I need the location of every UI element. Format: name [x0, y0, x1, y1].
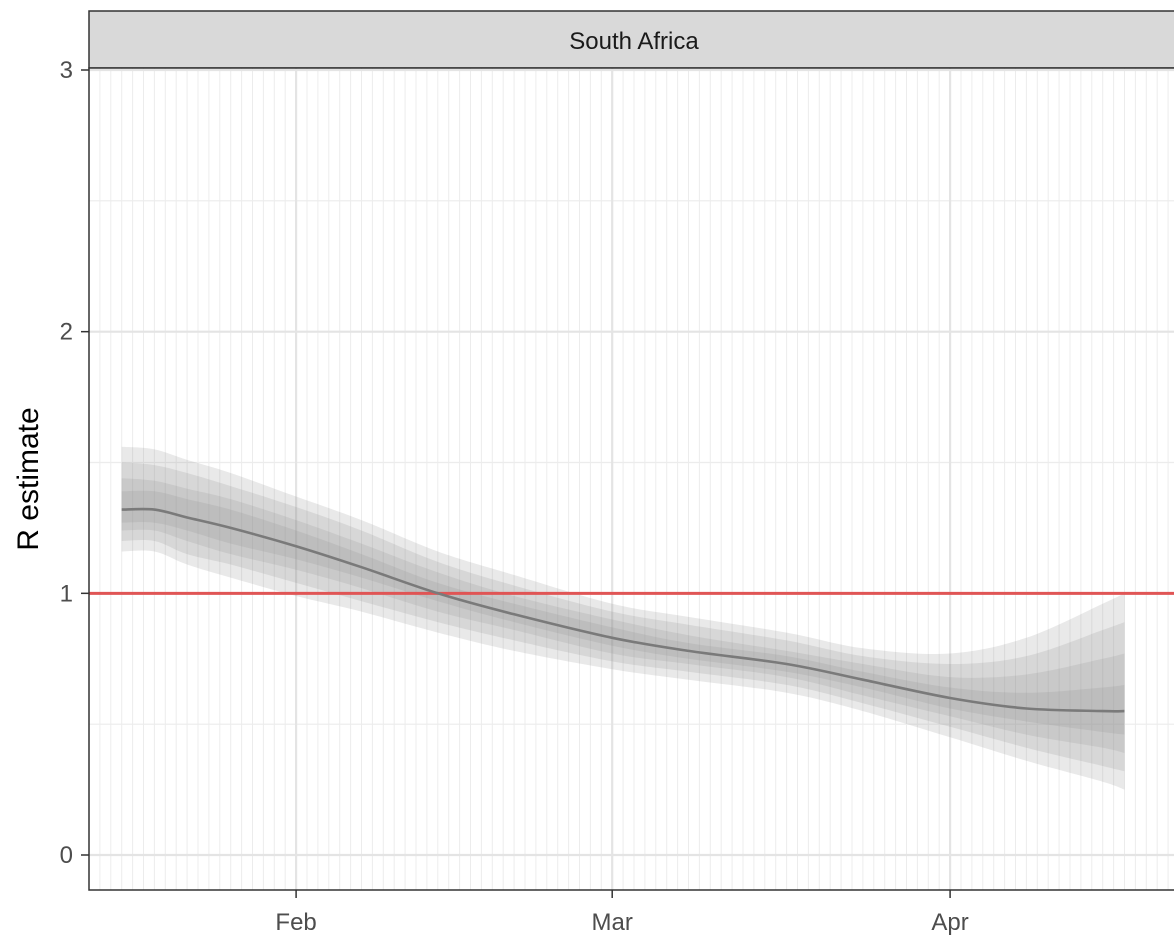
credible-interval-bands — [121, 446, 1125, 790]
credible-band-4 — [121, 490, 1125, 735]
x-axis: Feb Mar Apr — [275, 890, 969, 936]
y-tick-label: 1 — [60, 580, 73, 607]
credible-band-3 — [121, 478, 1125, 753]
x-tick-label: Mar — [592, 909, 633, 936]
credible-band-2 — [121, 462, 1125, 772]
panel-border — [88, 67, 1174, 891]
x-tick-label: Feb — [275, 909, 316, 936]
credible-band-1 — [121, 446, 1125, 790]
x-tick-label: Apr — [931, 909, 968, 936]
major-gridlines — [89, 68, 1174, 890]
y-tick-label: 0 — [60, 842, 73, 869]
series-line-layer — [121, 507, 1125, 713]
facet-strip-label: South Africa — [569, 28, 699, 55]
y-tick-label: 3 — [60, 57, 73, 84]
r-estimate-median-line — [121, 507, 1125, 713]
y-axis-title: R estimate — [12, 407, 45, 550]
facet-strip — [88, 10, 1174, 69]
y-tick-label: 2 — [60, 319, 73, 346]
plot-panel — [89, 68, 1174, 890]
y-axis: 0 1 2 3 — [60, 57, 89, 869]
